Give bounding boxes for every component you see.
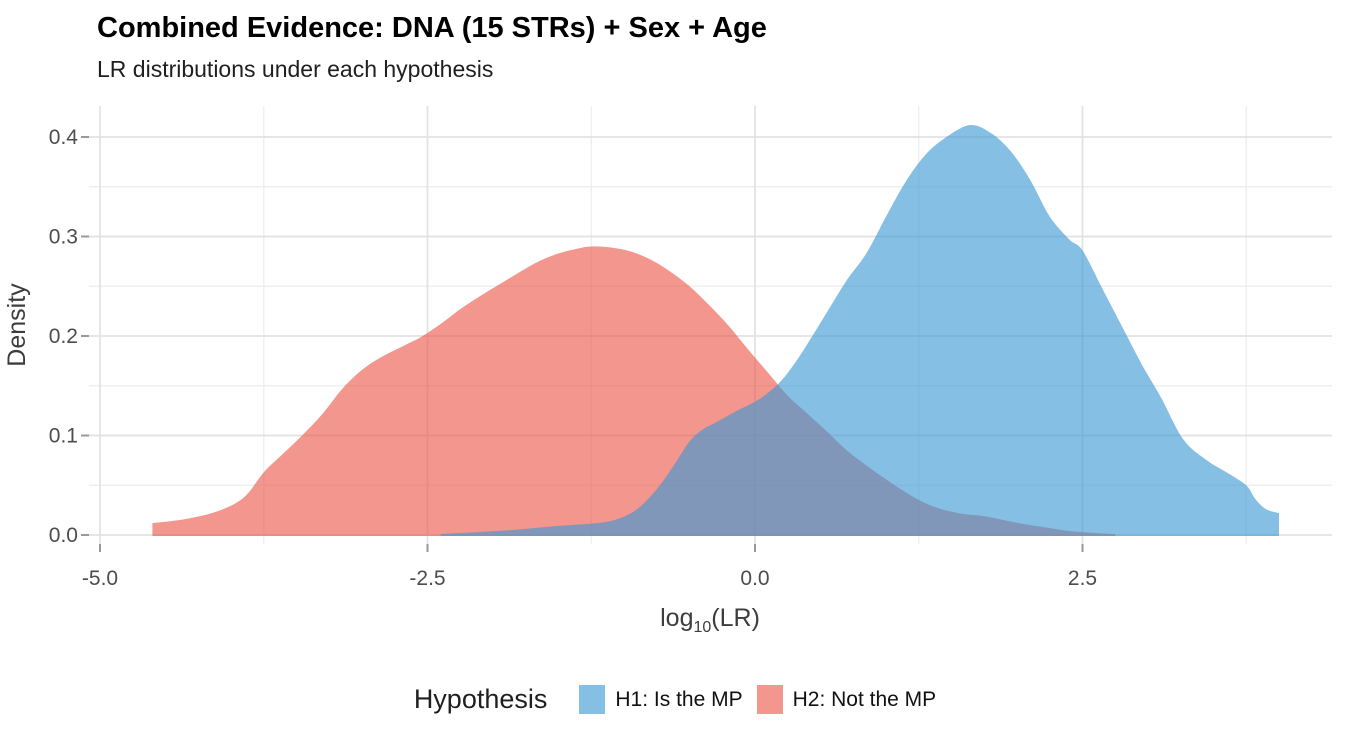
axis-ticks	[81, 136, 1084, 552]
legend-label: H1: Is the MP	[615, 687, 743, 711]
chart-subtitle: LR distributions under each hypothesis	[97, 56, 494, 82]
legend-swatch-h2	[756, 685, 783, 714]
x-tick-label: 2.5	[1068, 567, 1097, 590]
density-area-h2	[152, 246, 1116, 536]
density-area-h1	[440, 124, 1280, 536]
legend-title: Hypothesis	[413, 684, 548, 714]
y-tick-label: 0.4	[49, 126, 79, 149]
x-tick-label: 0.0	[740, 567, 769, 590]
plot-canvas: -5.0 -2.5 0.0 2.5 0.0 0.1 0.2 0.3 0.4 log10(LR)…	[3, 106, 1332, 636]
legend: Hypothesis H1: Is the MP H2: Not the MP	[0, 684, 1350, 715]
x-tick-labels: -5.0 -2.5 0.0 2.5	[82, 567, 1097, 590]
y-tick-label: 0.1	[49, 425, 78, 448]
x-axis-title-prefix: log	[660, 604, 693, 632]
y-axis-title: Density	[3, 283, 31, 367]
x-axis-title-suffix: (LR)	[711, 604, 760, 632]
y-tick-label: 0.3	[49, 226, 78, 249]
x-axis-title-subscript: 10	[693, 619, 711, 636]
y-tick-labels: 0.0 0.1 0.2 0.3 0.4	[49, 126, 79, 547]
legend-item-h1: H1: Is the MP	[579, 685, 743, 714]
legend-items: H1: Is the MP H2: Not the MP	[565, 685, 936, 714]
y-tick-label: 0.2	[49, 325, 78, 348]
legend-label: H2: Not the MP	[792, 687, 937, 711]
y-tick-label: 0.0	[49, 524, 78, 547]
x-tick-label: -5.0	[82, 567, 118, 590]
x-axis-title: log10(LR)	[660, 604, 760, 636]
x-tick-label: -2.5	[409, 567, 445, 590]
chart-title: Combined Evidence: DNA (15 STRs) + Sex +…	[97, 12, 767, 44]
density-areas	[152, 124, 1280, 536]
legend-item-h2: H2: Not the MP	[756, 685, 937, 714]
legend-swatch-h1	[579, 685, 606, 714]
